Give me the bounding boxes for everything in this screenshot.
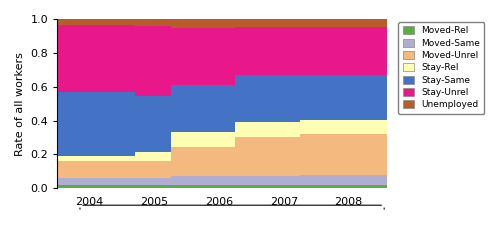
Y-axis label: Rate of all workers: Rate of all workers bbox=[15, 52, 25, 156]
Legend: Moved-Rel, Moved-Same, Moved-Unrel, Stay-Rel, Stay-Same, Stay-Unrel, Unemployed: Moved-Rel, Moved-Same, Moved-Unrel, Stay… bbox=[398, 22, 484, 114]
